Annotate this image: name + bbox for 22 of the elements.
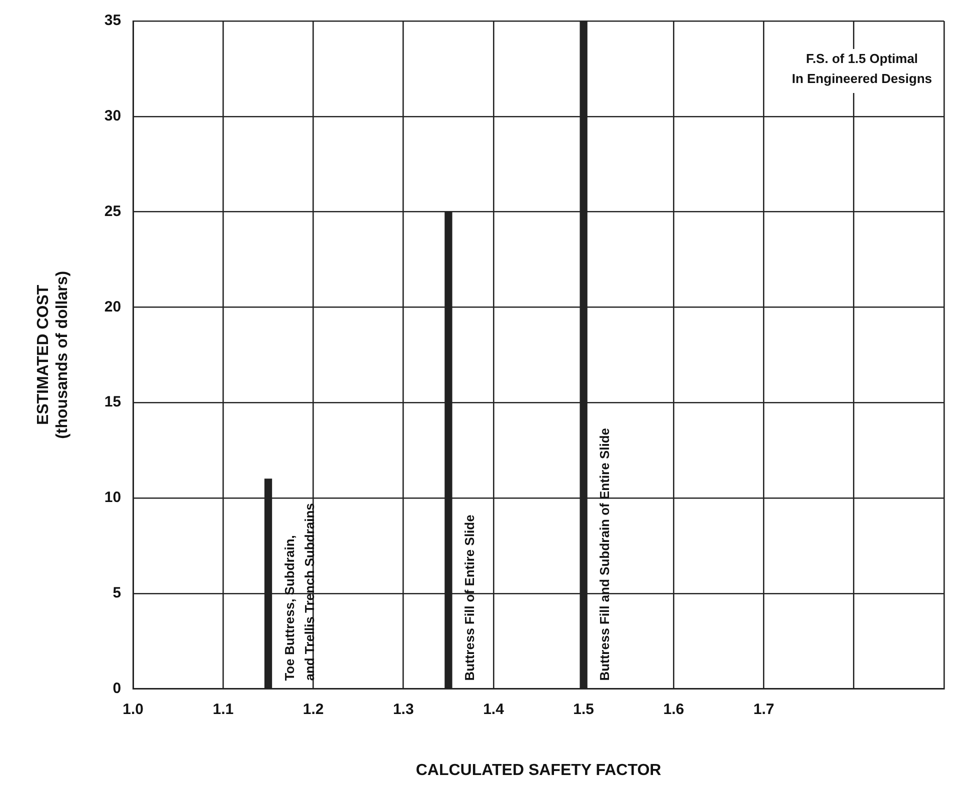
x-tick-label: 1.1 — [212, 700, 234, 718]
x-tick-label: 1.5 — [573, 700, 594, 718]
x-tick-label: 1.7 — [753, 700, 774, 718]
x-tick-label: 1.4 — [483, 700, 505, 718]
x-tick-label: 1.6 — [663, 700, 684, 718]
y-tick-label: 20 — [104, 298, 122, 316]
annotation: Buttress Fill and Subdrain of Entire Slide — [597, 428, 612, 681]
y-tick-label: 25 — [104, 202, 122, 220]
y-tick-label: 35 — [104, 12, 122, 30]
y-axis-title: ESTIMATED COST (thousands of dollars) — [35, 270, 72, 439]
y-tick-label: 0 — [112, 680, 122, 697]
x-tick-label: 1.0 — [122, 700, 144, 718]
annotation: F.S. of 1.5 Optimal In Engineered Designs — [792, 51, 932, 86]
annotation: Toe Buttress, Subdrain, and Trellis Trench Subdrains — [282, 503, 317, 681]
x-tick-label: 1.2 — [302, 700, 324, 718]
annotation: Buttress Fill of Entire Slide — [462, 514, 478, 681]
y-tick-label: 5 — [112, 584, 122, 602]
y-tick-label: 10 — [104, 489, 122, 506]
y-tick-label: 30 — [104, 108, 122, 125]
y-tick-label: 15 — [104, 394, 122, 411]
x-tick-label: 1.3 — [392, 700, 414, 718]
x-axis-title: CALCULATED SAFETY FACTOR — [416, 762, 662, 779]
